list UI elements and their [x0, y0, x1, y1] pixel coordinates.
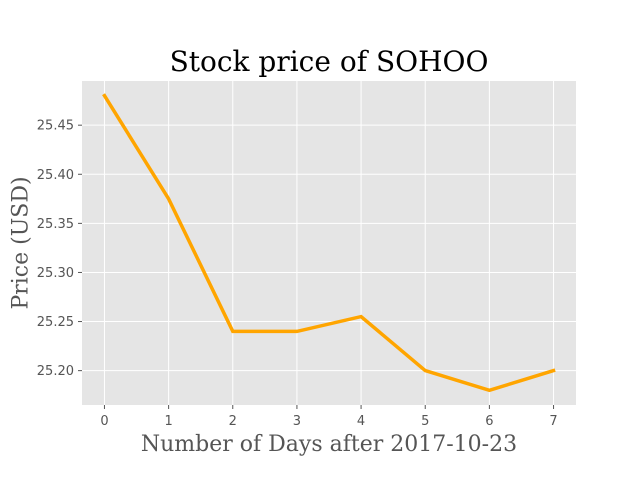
x-tick-label: 1	[164, 414, 172, 429]
x-tick-label: 7	[549, 414, 557, 429]
data-point	[103, 94, 106, 97]
data-point	[295, 330, 299, 333]
y-tick-label: 25.35	[37, 217, 74, 232]
x-tick-label: 4	[357, 414, 365, 429]
x-tick-label: 2	[229, 414, 237, 429]
data-point	[359, 315, 363, 318]
y-tick-label: 25.30	[37, 266, 74, 281]
series-layer	[102, 93, 556, 393]
grid-lines	[82, 81, 576, 405]
data-point	[488, 389, 491, 392]
data-point	[167, 197, 170, 201]
axis-ticks: 0 1 2 3 4 5 6 7 25.20 25.25 25.30 25.35 25.40 25.45	[37, 119, 558, 429]
x-tick-label: 5	[421, 414, 429, 429]
plot-area	[82, 81, 576, 405]
chart-title: Stock price of SOHOO	[170, 45, 489, 78]
data-point	[424, 369, 427, 372]
x-tick-label: 3	[293, 414, 301, 429]
data-point	[231, 330, 234, 333]
y-tick-label: 25.40	[37, 168, 74, 183]
series-line	[102, 93, 556, 393]
data-point	[552, 369, 555, 372]
x-tick-label: 0	[100, 414, 108, 429]
y-tick-label: 25.25	[37, 315, 74, 330]
y-tick-label: 25.45	[37, 119, 74, 134]
y-tick-label: 25.20	[37, 364, 74, 379]
y-axis-label: Price (USD)	[9, 176, 34, 309]
x-tick-label: 6	[485, 414, 493, 429]
x-axis-label: Number of Days after 2017-10-23	[141, 432, 517, 457]
